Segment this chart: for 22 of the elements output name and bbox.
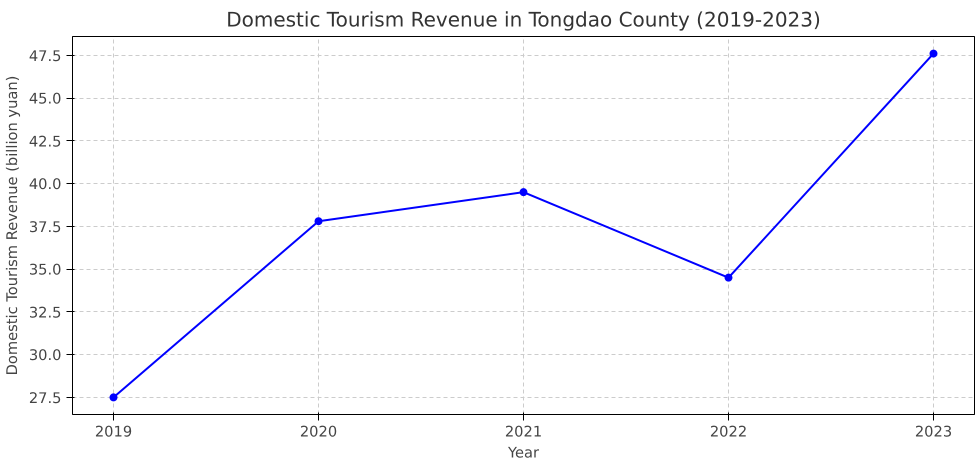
- y-tick-label: 37.5: [28, 218, 62, 236]
- chart-title: Domestic Tourism Revenue in Tongdao County (2019-2023): [226, 8, 821, 32]
- x-tick-label: 2023: [914, 424, 952, 440]
- y-tick-label: 30.0: [28, 347, 62, 364]
- y-tick-label: 35.0: [28, 262, 62, 279]
- y-tick-label: 32.5: [28, 304, 62, 322]
- x-tick-label: 2022: [710, 424, 748, 440]
- y-tick-label: 42.5: [28, 133, 62, 150]
- point: [724, 274, 732, 282]
- point: [930, 50, 938, 58]
- y-tick-label: 45.0: [28, 90, 62, 108]
- x-axis-title: Year: [506, 444, 540, 462]
- point: [520, 188, 528, 196]
- y-tick-label: 47.5: [28, 48, 62, 65]
- y-tick-label: 27.5: [28, 390, 62, 407]
- y-tick-label: 40.0: [28, 176, 62, 194]
- point: [110, 393, 118, 402]
- y-axis-title: Domestic Tourism Revenue (billion yuan): [4, 76, 21, 376]
- point: [314, 217, 322, 226]
- x-tick-label: 2021: [504, 424, 542, 440]
- x-tick-label: 2019: [94, 424, 132, 440]
- x-tick-label: 2020: [300, 424, 338, 440]
